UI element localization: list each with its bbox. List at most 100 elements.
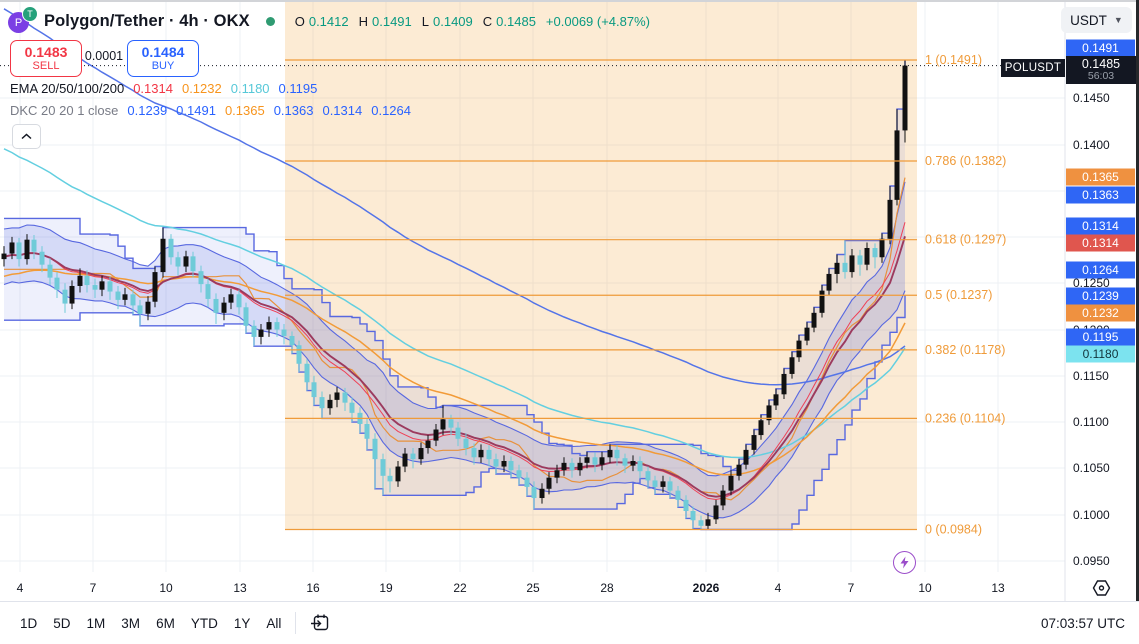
flash-boost-button[interactable] [893,551,916,574]
svg-text:13: 13 [991,581,1005,595]
range-1y[interactable]: 1Y [233,615,251,631]
svg-text:1 (0.1491): 1 (0.1491) [925,53,982,67]
svg-text:0.1100: 0.1100 [1073,415,1109,429]
close-label: C [482,13,493,29]
svg-text:4: 4 [17,581,24,595]
svg-text:0.382 (0.1178): 0.382 (0.1178) [925,343,1005,357]
dkc-value-4: 0.1363 [273,102,314,118]
svg-text:19: 19 [379,581,393,595]
svg-text:0.1000: 0.1000 [1073,508,1110,522]
chevron-down-icon: ▼ [1113,15,1123,25]
go-to-date-icon[interactable] [310,613,331,633]
range-ytd[interactable]: YTD [190,615,218,631]
close-value: 0.1485 [496,13,536,29]
bar-countdown: 56:03 [1087,70,1115,83]
sell-label: SELL [32,60,60,73]
price-chart[interactable]: 1 (0.1491) 0.786 (0.1382) 0.618 (0.1297) 0.… [0,0,1139,601]
svg-text:0.1050: 0.1050 [1073,461,1110,475]
dkc-value-3: 0.1365 [224,102,265,118]
svg-text:28: 28 [600,581,614,595]
svg-text:4: 4 [775,581,782,595]
ema50-value: 0.1232 [181,80,222,96]
high-value: 0.1491 [372,13,412,29]
currency-value: USDT [1070,12,1107,28]
svg-text:0.1250: 0.1250 [1073,276,1110,290]
currency-selector[interactable]: USDT ▼ [1061,7,1132,33]
svg-text:0.1400: 0.1400 [1073,138,1110,152]
buy-label: BUY [151,60,175,73]
high-label: H [358,13,368,29]
open-label: O [294,13,305,29]
instrument-settings-button[interactable] [1091,578,1112,598]
svg-text:0.1239: 0.1239 [1082,289,1119,303]
svg-text:0.236 (0.1104): 0.236 (0.1104) [925,411,1005,425]
svg-text:2026: 2026 [693,581,720,595]
svg-text:13: 13 [233,581,247,595]
range-5d[interactable]: 5D [53,615,71,631]
svg-text:25: 25 [526,581,540,595]
dkc-outer-fill [4,60,905,530]
range-3m[interactable]: 3M [121,615,141,631]
svg-text:0.1450: 0.1450 [1073,91,1110,105]
svg-text:0.618 (0.1297): 0.618 (0.1297) [925,233,1006,247]
svg-text:0.1232: 0.1232 [1082,306,1119,320]
buy-button[interactable]: 0.1484 BUY [127,40,199,77]
svg-text:0.1180: 0.1180 [1083,347,1119,361]
symbol-title[interactable]: Polygon/Tether · 4h · OKX [44,11,250,30]
svg-text:22: 22 [453,581,467,595]
svg-text:16: 16 [306,581,320,595]
ema20-value: 0.1314 [133,80,173,96]
ema-legend-title: EMA 20/50/100/200 [10,80,125,96]
window-right-edge [1136,0,1139,601]
dkc-value-6: 0.1264 [371,102,411,118]
dkc-legend-title: DKC 20 20 1 close [10,102,119,118]
market-status-dot[interactable] [265,16,275,26]
collapse-legend-button[interactable] [12,124,41,149]
svg-text:0.1491: 0.1491 [1082,41,1119,55]
bottom-toolbar: 1D 5D 1M 3M 6M YTD 1Y All 07:03:57 UTC [0,601,1139,644]
svg-text:0 (0.0984): 0 (0.0984) [925,523,982,537]
svg-text:0.1150: 0.1150 [1073,369,1109,383]
fib-levels: 1 (0.1491) 0.786 (0.1382) 0.618 (0.1297) 0.… [285,53,1006,537]
range-switcher: 1D 5D 1M 3M 6M YTD 1Y All [20,616,281,631]
ema100-value: 0.1180 [230,80,270,96]
chevron-up-icon [21,133,32,140]
svg-text:7: 7 [848,581,855,595]
fib-zone [285,0,917,530]
symbol-marker-label: POLUSDT [1001,59,1065,77]
grid [0,0,1065,572]
time-axis[interactable]: 4 7 10 13 16 19 22 25 28 2026 4 7 10 13 [17,581,1005,595]
ema200-value: 0.1195 [278,80,318,96]
dkc-value-1: 0.1239 [127,102,168,118]
svg-text:0.1314: 0.1314 [1082,236,1119,250]
dkc-inner-fill [4,181,905,518]
dkc-legend-row[interactable]: DKC 20 20 1 close 0.1239 0.1491 0.1365 0… [10,102,411,118]
range-all[interactable]: All [266,615,282,631]
change-value: +0.0069 (+4.87%) [545,13,650,29]
ema-100-line [3,148,906,459]
toolbar-divider [295,612,297,634]
svg-text:0.5 (0.1237): 0.5 (0.1237) [925,288,992,302]
ema-legend-row[interactable]: EMA 20/50/100/200 0.1314 0.1232 0.1180 0… [10,80,317,96]
sell-button[interactable]: 0.1483 SELL [10,40,82,77]
tether-coin-icon: T [22,6,38,22]
hexagon-dot-icon [1092,580,1111,596]
window-top-edge [0,0,1139,2]
last-price-value: 0.1485 [1081,56,1121,71]
svg-text:0.1363: 0.1363 [1082,188,1119,202]
svg-text:0.1314: 0.1314 [1082,219,1119,233]
range-1d[interactable]: 1D [20,615,38,631]
open-value: 0.1412 [308,13,349,29]
last-price-badge: 0.1485 56:03 [1066,56,1136,84]
range-6m[interactable]: 6M [156,615,175,631]
spread-value: 0.0001 [84,49,124,63]
svg-text:0.1365: 0.1365 [1082,170,1119,184]
range-1m[interactable]: 1M [86,615,106,631]
svg-text:0.1264: 0.1264 [1082,263,1119,277]
price-axis[interactable]: 0.14500.14000.12500.12000.11500.11000.10… [1066,39,1135,569]
dkc-value-2: 0.1491 [176,102,216,118]
low-label: L [421,13,429,29]
session-clock[interactable]: 07:03:57 UTC [1040,616,1125,631]
